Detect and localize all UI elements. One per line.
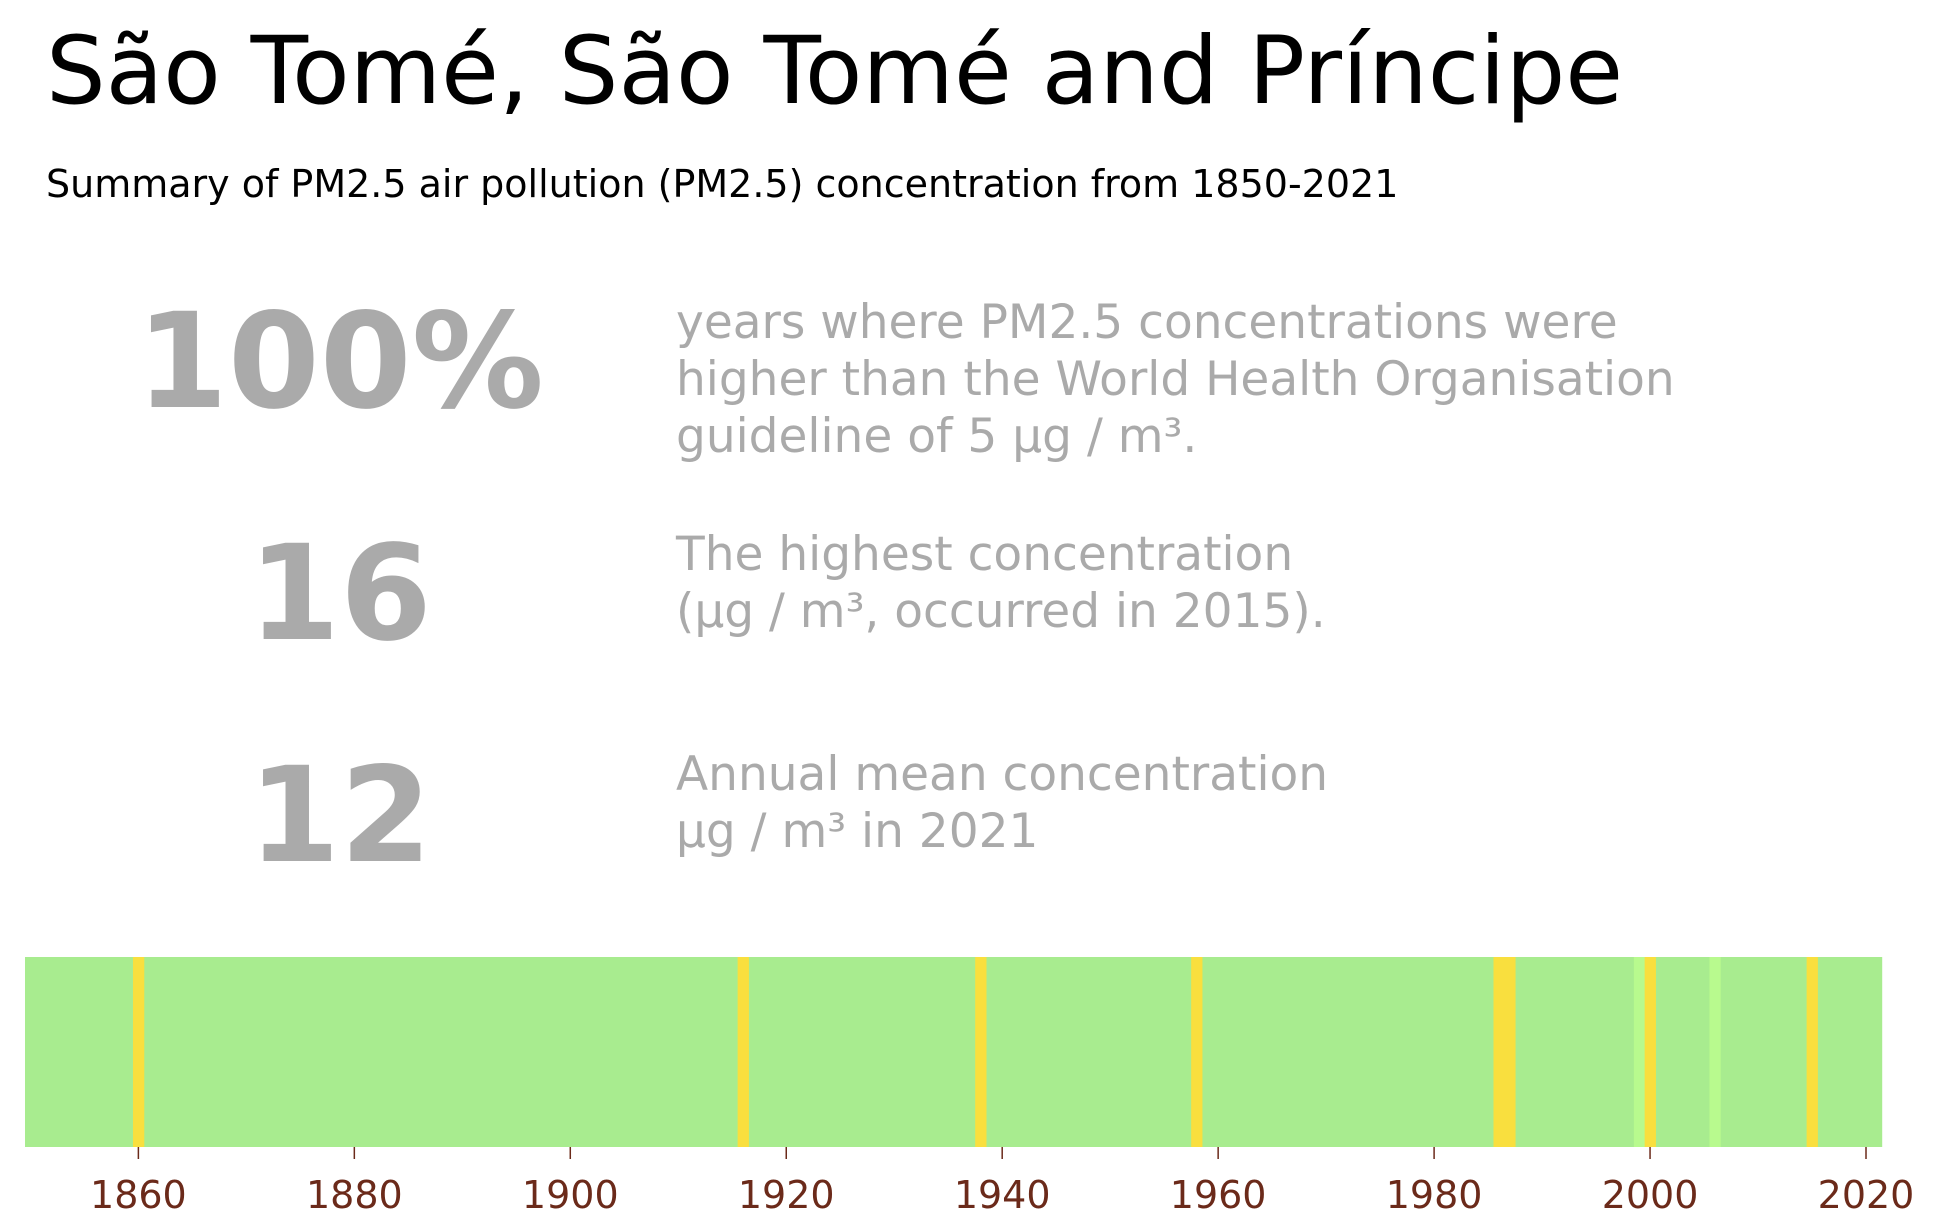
x-tick-label-1860: 1860	[90, 1173, 187, 1217]
x-tick-label-1960: 1960	[1170, 1173, 1267, 1217]
stat-highest-description: The highest concentration (µg / m³, occu…	[676, 527, 1326, 639]
x-tick-label-2000: 2000	[1602, 1173, 1699, 1217]
stripe-1999	[1633, 957, 1646, 1147]
stripe-1958	[1191, 957, 1203, 1147]
stripe-2006	[1709, 957, 1721, 1147]
stat-percent-value: 100%	[136, 285, 544, 439]
stripe-1916	[737, 957, 749, 1147]
x-tick-label-2020: 2020	[1818, 1173, 1915, 1217]
stripe-2000	[1644, 957, 1656, 1147]
page-subtitle: Summary of PM2.5 air pollution (PM2.5) c…	[46, 162, 1399, 206]
stripe-2015	[1806, 957, 1818, 1147]
stat-annual-mean-value: 12	[248, 739, 432, 893]
x-tick-label-1940: 1940	[954, 1173, 1051, 1217]
stripes-background	[25, 957, 1883, 1147]
x-tick-label-1980: 1980	[1386, 1173, 1483, 1217]
stat-highest-value: 16	[248, 517, 432, 671]
page-title: São Tomé, São Tomé and Príncipe	[46, 17, 1624, 126]
stripe-1938	[975, 957, 987, 1147]
stat-annual-mean-description: Annual mean concentration µg / m³ in 202…	[676, 747, 1329, 859]
stripe-1986	[1493, 957, 1505, 1147]
x-tick-label-1900: 1900	[522, 1173, 619, 1217]
stripes-layer	[25, 957, 1883, 1147]
stripe-1987	[1504, 957, 1516, 1147]
x-tick-label-1920: 1920	[738, 1173, 835, 1217]
x-tick-label-1880: 1880	[306, 1173, 403, 1217]
pollution-stripes-chart: 1860 1880 1900 1920 1940 1960 1980 2000 2020	[25, 957, 1914, 1217]
x-axis: 1860 1880 1900 1920 1940 1960 1980 2000 2020	[90, 1147, 1914, 1217]
stripe-1860	[132, 957, 145, 1147]
stat-percent-description: years where PM2.5 concentrations were hi…	[676, 295, 1675, 464]
